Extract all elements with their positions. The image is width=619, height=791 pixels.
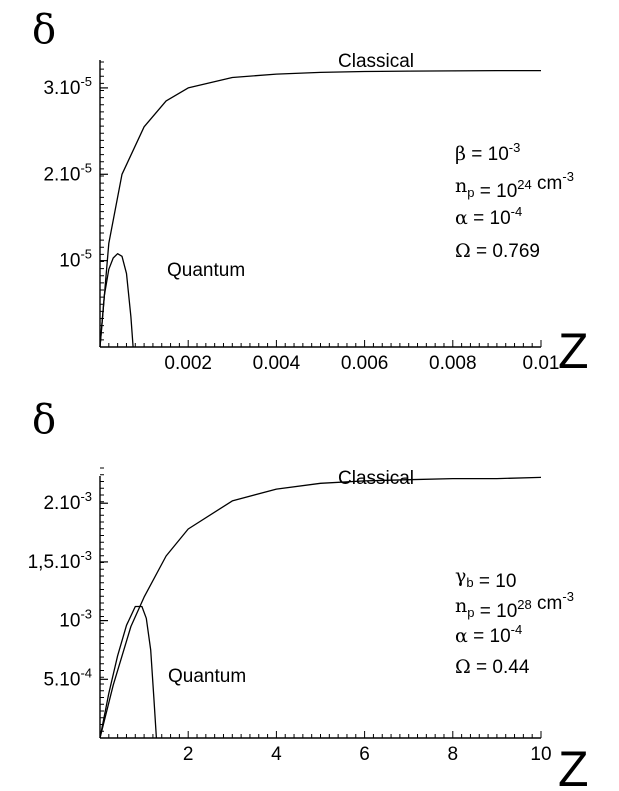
parameter-line: np = 1024 cm-3 <box>455 169 574 202</box>
top-panel: 0.002 0.004 0.006 0.008 0.01 3.10-5 2.10-5 10-5… <box>32 7 589 379</box>
series-quantum-line <box>99 253 134 348</box>
x-tick-label: 0.004 <box>253 353 301 374</box>
parameter-line: β = 10-3 <box>455 140 520 165</box>
y-tick-label: 10-5 <box>59 247 92 272</box>
series-classical-line <box>99 476 542 739</box>
x-tick-label: 2 <box>183 744 194 765</box>
x-tick-label: 6 <box>359 744 370 765</box>
quantum-label: Quantum <box>167 260 245 281</box>
x-axis-label: Z <box>558 741 589 791</box>
parameter-line: Ω = 0.44 <box>455 656 530 678</box>
x-tick-label: 8 <box>448 744 459 765</box>
classical-label: Classical <box>338 468 414 489</box>
x-tick-label: 0.01 <box>523 353 560 374</box>
y-axis-label: δ <box>32 397 56 443</box>
parameter-line: γb = 10 <box>455 565 516 592</box>
y-tick-label: 3.10-5 <box>43 74 92 99</box>
y-tick-label: 2.10-3 <box>43 489 92 514</box>
quantum-label: Quantum <box>168 666 246 687</box>
y-tick-label: 1,5.10-3 <box>28 548 92 573</box>
y-tick-label: 5.10-4 <box>43 665 92 690</box>
bottom-panel: 2 4 6 8 10 2.10-3 1,5.10-3 10-3 5.10-4 δ Z Classica… <box>28 397 589 791</box>
parameter-line: np = 1028 cm-3 <box>455 589 574 622</box>
series-quantum-line <box>99 605 158 739</box>
parameter-line: α = 10-4 <box>455 204 522 229</box>
y-tick-label: 10-3 <box>59 607 92 632</box>
parameter-line: α = 10-4 <box>455 622 522 647</box>
classical-label: Classical <box>338 51 414 72</box>
x-axis-label: Z <box>558 323 589 379</box>
x-tick-label: 0.006 <box>341 353 389 374</box>
x-tick-label: 10 <box>530 744 551 765</box>
parameter-line: Ω = 0.769 <box>455 240 540 262</box>
series-classical-line <box>99 69 541 348</box>
y-axis-label: δ <box>32 7 56 53</box>
x-tick-label: 0.008 <box>429 353 477 374</box>
y-tick-label: 2.10-5 <box>43 160 92 185</box>
x-tick-label: 4 <box>271 744 282 765</box>
x-tick-label: 0.002 <box>164 353 212 374</box>
